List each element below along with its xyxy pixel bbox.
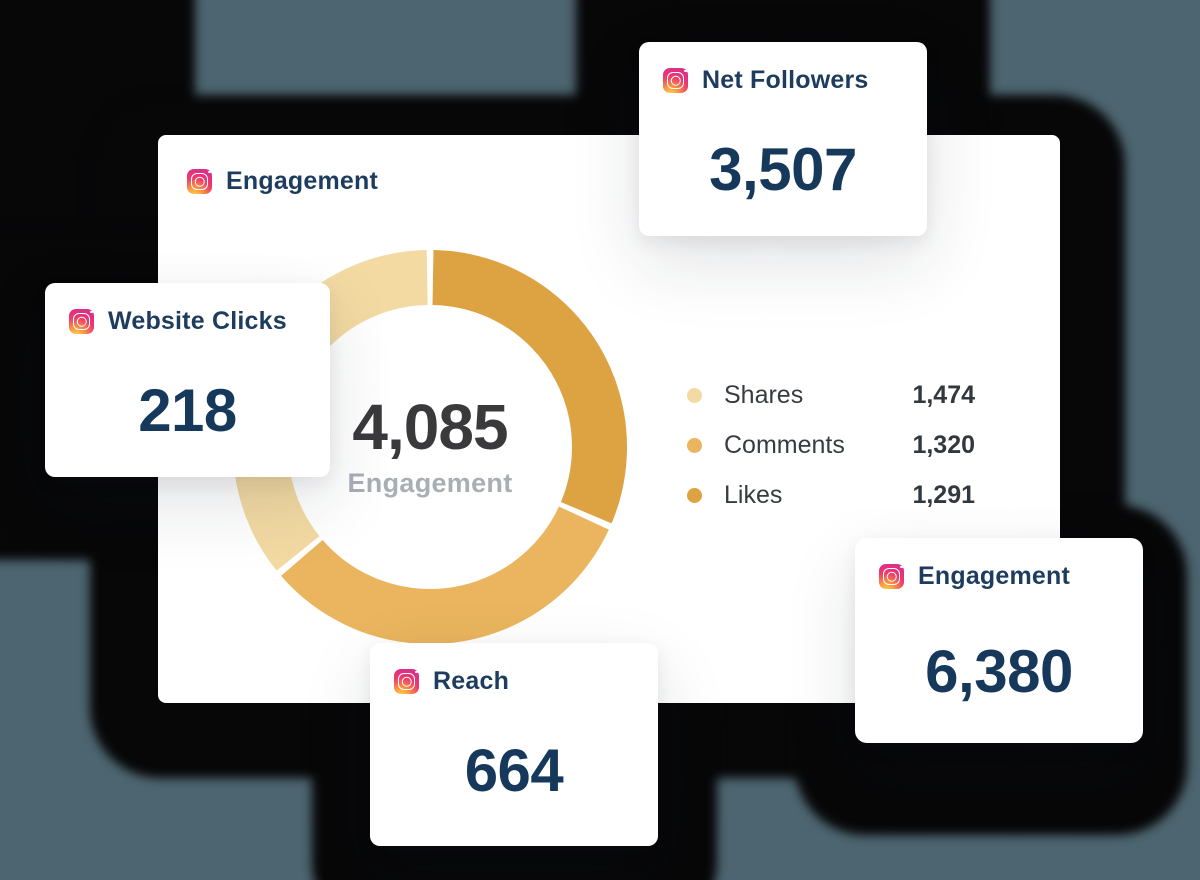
- legend-label: Comments: [724, 430, 845, 459]
- legend-row-shares: Shares 1,474: [687, 370, 975, 420]
- donut-total-value: 4,085: [352, 391, 508, 463]
- instagram-icon: [69, 309, 94, 334]
- instagram-icon: [663, 68, 688, 93]
- instagram-icon: [879, 564, 904, 589]
- legend-value: 1,291: [912, 480, 975, 509]
- legend-dot-comments: [687, 437, 702, 453]
- instagram-icon: [394, 669, 419, 694]
- reach-card: Reach 664: [370, 643, 658, 846]
- net-followers-card: Net Followers 3,507: [639, 42, 927, 236]
- engagement-kpi-card: Engagement 6,380: [855, 538, 1143, 743]
- net-followers-value: 3,507: [709, 136, 857, 203]
- reach-value: 664: [464, 737, 564, 804]
- legend-label: Shares: [724, 380, 804, 409]
- instagram-icon: [187, 169, 212, 194]
- donut-total-label: Engagement: [347, 468, 513, 498]
- website-clicks-card: Website Clicks 218: [45, 283, 330, 477]
- chart-legend: Shares 1,474 Comments 1,320 Likes 1,291: [687, 370, 975, 520]
- donut-center: 4,085 Engagement: [233, 250, 627, 644]
- legend-row-comments: Comments 1,320: [687, 420, 975, 470]
- engagement-kpi-value: 6,380: [925, 638, 1073, 705]
- legend-value: 1,474: [912, 380, 975, 409]
- panel-title: Engagement: [226, 167, 379, 195]
- card-title: Website Clicks: [108, 307, 287, 335]
- card-title: Reach: [433, 667, 510, 695]
- website-clicks-value: 218: [138, 377, 237, 444]
- panel-header: Engagement: [187, 167, 378, 196]
- card-title: Engagement: [918, 562, 1071, 590]
- card-title: Net Followers: [702, 66, 869, 94]
- legend-row-likes: Likes 1,291: [687, 470, 975, 520]
- legend-label: Likes: [724, 480, 783, 509]
- legend-value: 1,320: [912, 430, 975, 459]
- legend-dot-shares: [687, 387, 702, 403]
- legend-dot-likes: [687, 487, 702, 503]
